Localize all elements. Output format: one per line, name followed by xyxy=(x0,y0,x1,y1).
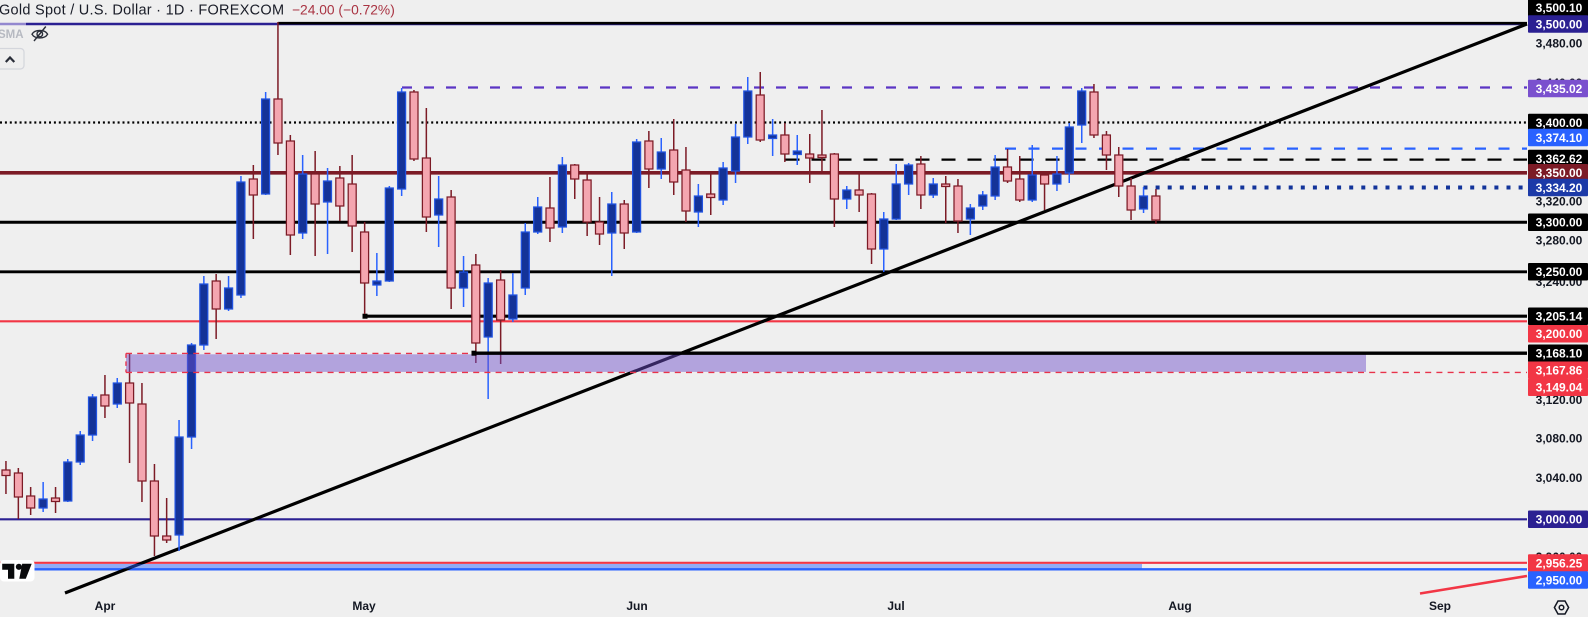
svg-text:Gold Spot / U.S. Dollar · 1D ·: Gold Spot / U.S. Dollar · 1D · FOREXCOM xyxy=(0,3,284,19)
svg-text:Jun: Jun xyxy=(626,599,647,613)
svg-text:3,200.00: 3,200.00 xyxy=(1536,327,1583,341)
svg-text:SMA: SMA xyxy=(0,29,24,41)
svg-text:3,168.10: 3,168.10 xyxy=(1536,347,1583,361)
svg-text:2,956.25: 2,956.25 xyxy=(1536,556,1583,570)
svg-text:3,040.00: 3,040.00 xyxy=(1536,471,1583,485)
svg-text:3,362.62: 3,362.62 xyxy=(1536,152,1583,166)
svg-text:Sep: Sep xyxy=(1429,599,1451,613)
svg-text:3,167.86: 3,167.86 xyxy=(1536,364,1583,378)
svg-text:May: May xyxy=(352,599,376,613)
svg-text:3,435.02: 3,435.02 xyxy=(1536,82,1583,96)
svg-text:3,250.00: 3,250.00 xyxy=(1536,265,1583,279)
svg-text:2,950.00: 2,950.00 xyxy=(1536,573,1583,587)
svg-text:3,374.10: 3,374.10 xyxy=(1536,131,1583,145)
svg-text:3,320.00: 3,320.00 xyxy=(1536,194,1583,208)
svg-text:3,300.00: 3,300.00 xyxy=(1536,216,1583,230)
svg-text:3,350.00: 3,350.00 xyxy=(1536,166,1583,180)
svg-text:3,500.00: 3,500.00 xyxy=(1536,17,1583,31)
svg-text:Jul: Jul xyxy=(887,599,904,613)
svg-text:3,500.10: 3,500.10 xyxy=(1536,1,1583,15)
svg-text:3,334.20: 3,334.20 xyxy=(1536,181,1583,195)
svg-text:3,205.14: 3,205.14 xyxy=(1536,310,1583,324)
svg-text:3,080.00: 3,080.00 xyxy=(1536,431,1583,445)
svg-text:Aug: Aug xyxy=(1168,599,1191,613)
svg-text:Apr: Apr xyxy=(95,599,116,613)
svg-text:3,280.00: 3,280.00 xyxy=(1536,234,1583,248)
svg-text:3,120.00: 3,120.00 xyxy=(1536,393,1583,407)
svg-text:3,400.00: 3,400.00 xyxy=(1536,116,1583,130)
svg-text:3,000.00: 3,000.00 xyxy=(1536,513,1583,527)
svg-text:−24.00 (−0.72%): −24.00 (−0.72%) xyxy=(292,3,395,18)
svg-text:3,149.04: 3,149.04 xyxy=(1536,381,1583,395)
svg-text:3,480.00: 3,480.00 xyxy=(1536,36,1583,50)
